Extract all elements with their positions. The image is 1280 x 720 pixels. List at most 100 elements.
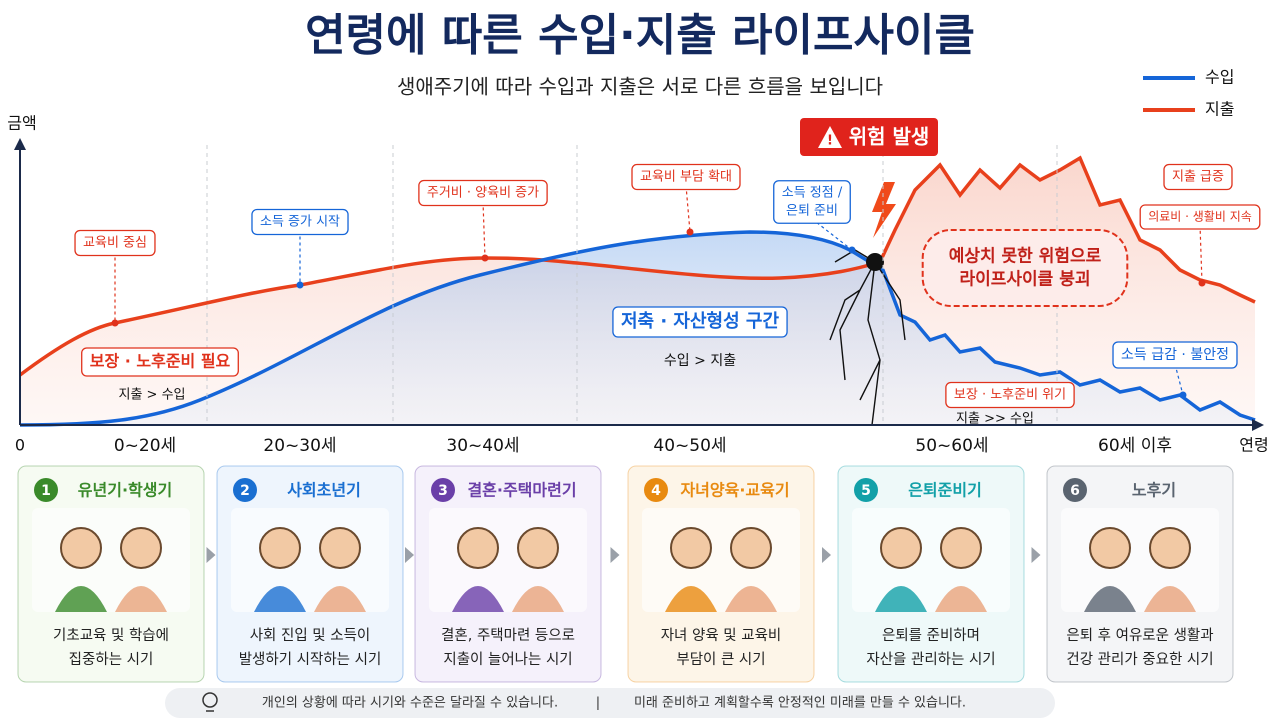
figure-body [254,586,306,612]
stage-desc: 건강 관리가 중요한 시기 [1066,651,1213,668]
figure-body [875,586,927,612]
stage-number: 2 [240,483,250,499]
annotation: 교육비 중심 [74,229,156,257]
annotation: 수입 > 지출 [664,353,736,369]
income-line [19,230,1256,427]
figure-head [60,527,102,569]
annotation-text: 교육비 부담 확대 [640,170,732,185]
expense-line [18,155,1256,377]
stage-number: 6 [1070,483,1080,499]
stage-name: 사회초년기 [287,481,361,500]
illustration-bg [852,508,1010,612]
annotation: 소득 증가 시작 [251,208,349,236]
y-label: 금액 [7,114,36,133]
annotation-box [1139,204,1261,230]
figure-head [730,527,772,569]
footer-bar [165,688,1055,718]
stage-arrow [610,547,620,563]
y-arrow [14,138,26,150]
figure-head [517,527,559,569]
annotation-box [74,229,156,257]
stage-name: 노후기 [1132,481,1176,500]
leader [1174,363,1184,396]
stage-name: 자녀양육·교육기 [680,481,789,500]
bulb-icon [202,692,218,708]
stage-desc: 자녀 양육 및 교육비 [661,627,782,644]
stage-name: 은퇴준비기 [908,481,982,500]
illustration-bg [429,508,587,612]
stage-desc: 결혼, 주택마련 등으로 [441,627,575,644]
cloud-bubble [921,229,1129,307]
annotation-text: 지출 급증 [1172,170,1224,185]
origin: 0 [15,436,25,455]
stage-badge [431,478,455,502]
stage-number: 4 [651,483,661,499]
annotation-text: 주거비 · 양육비 증가 [427,186,539,201]
annotation: 의료비 · 생활비 지속 [1139,204,1261,230]
stage-badge [854,478,878,502]
age-label: 30~40세 [446,436,519,456]
annotation-text: 지출 >> 수입 [956,412,1034,427]
figure-body [452,586,504,612]
legend-label: 지출 [1205,100,1234,119]
annotation: 지출 급증 [1163,163,1233,191]
figure-body [115,586,167,612]
annotation-box [1112,341,1238,369]
stage-name: 유년기·학생기 [78,481,172,500]
annotation-box [945,381,1075,409]
leader [1199,224,1203,284]
annotation: 소득 정점 / 은퇴 준비 [773,180,851,224]
stage-badge [1063,478,1087,502]
annotation: 지출 >> 수입 [956,412,1034,427]
leader-dot [1198,279,1206,287]
annotation-box [773,180,851,224]
illustration-bg [231,508,389,612]
stage-desc: 사회 진입 및 소득이 [250,627,371,644]
illustration-bg [1061,508,1219,612]
title: 연령에 따른 수입·지출 라이프사이클 [305,10,975,61]
stage-arrow [1031,547,1041,563]
figure-body [1084,586,1136,612]
stage-desc: 발생하기 시작하는 시기 [239,651,382,668]
figure-head [1149,527,1191,569]
annotation: 교육비 부담 확대 [631,163,741,191]
annotation: 저축 · 자산형성 구간 [612,306,788,338]
age-labels: 0~20세 20~30세 30~40세 40~50세 50~60세 60세 이후 [114,436,1172,456]
annotation-text: 소득 증가 시작 [260,215,340,230]
age-label: 20~30세 [263,436,336,456]
stage-desc: 집중하는 시기 [69,651,154,668]
leader [685,185,691,233]
stage-number: 3 [438,483,448,499]
warning-text: 위험 발생 [849,125,930,149]
figure-head [319,527,361,569]
age-label: 60세 이후 [1098,436,1172,456]
lightning [872,182,896,238]
stage-desc: 자산을 관리하는 시기 [866,651,995,668]
leader-dot [296,281,304,289]
annotation-text: 소득 급감 · 불안정 [1121,347,1229,363]
stage-arrow [405,547,414,563]
footer-sep: | [596,696,600,711]
age-label: 40~50세 [653,436,726,456]
figure-head [457,527,499,569]
stage-number: 5 [861,483,871,499]
annotation-text: 저축 · 자산형성 구간 [621,311,780,332]
age-label: 50~60세 [915,436,988,456]
impact [866,253,884,271]
stage-desc: 은퇴를 준비하며 [882,627,980,644]
subtitle: 생애주기에 따라 수입과 지출은 서로 다른 흐름을 보입니다 [397,75,883,99]
figure-head [670,527,712,569]
figure-head [940,527,982,569]
stage-arrow [822,547,831,563]
annotation-text: 교육비 중심 [83,236,147,251]
figure-head [1089,527,1131,569]
leader-dot [111,319,119,327]
stage-badge [34,478,58,502]
annotation: 지출 > 수입 [119,388,186,403]
annotation: 주거비 · 양육비 증가 [418,179,548,207]
annotation-text: 보장 · 노후준비 위기 [954,388,1066,403]
figure-body [725,586,777,612]
